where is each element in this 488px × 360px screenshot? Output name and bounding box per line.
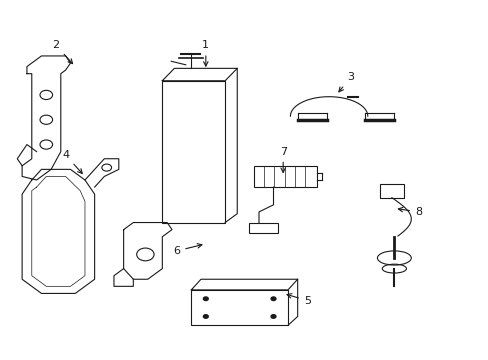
Circle shape <box>203 315 208 318</box>
Bar <box>254 166 316 187</box>
Bar <box>379 184 403 198</box>
Bar <box>162 81 224 222</box>
Text: 8: 8 <box>398 207 421 217</box>
Circle shape <box>270 315 275 318</box>
Text: 3: 3 <box>338 72 354 92</box>
Text: 4: 4 <box>62 150 82 174</box>
Text: 7: 7 <box>279 147 286 172</box>
Text: 2: 2 <box>52 40 72 64</box>
Text: 6: 6 <box>173 244 202 256</box>
Text: 1: 1 <box>202 40 209 66</box>
Bar <box>249 222 278 233</box>
Circle shape <box>203 297 208 301</box>
Text: 5: 5 <box>286 294 310 306</box>
Circle shape <box>270 297 275 301</box>
Bar <box>191 290 287 325</box>
